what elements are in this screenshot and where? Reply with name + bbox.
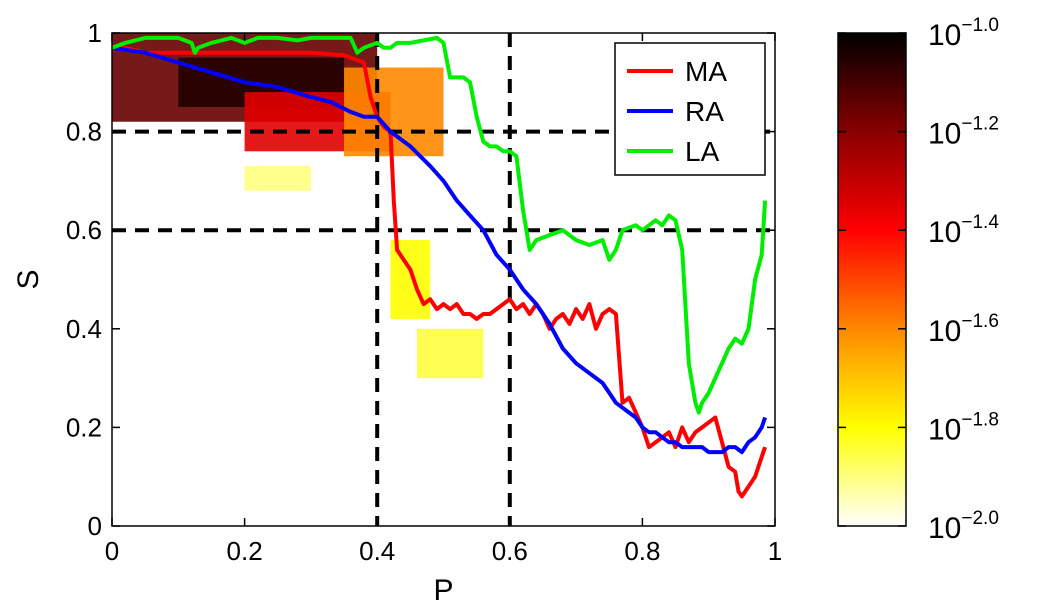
- x-tick-label: 0.4: [359, 536, 395, 566]
- x-tick-label: 0: [105, 536, 119, 566]
- heatmap-region-5: [416, 328, 484, 379]
- x-tick-label: 0.8: [624, 536, 660, 566]
- y-tick-label: 0: [88, 511, 102, 541]
- heatmap: [112, 33, 484, 379]
- x-axis-ticks: 0 0.2 0.4 0.6 0.8 1: [105, 33, 782, 566]
- x-tick-label: 0.6: [492, 536, 528, 566]
- y-axis-label: S: [12, 269, 45, 289]
- legend-label-ma: MA: [685, 56, 727, 87]
- colorbar-tick-label: 10−1.4: [928, 212, 999, 249]
- legend-label-la: LA: [685, 136, 720, 167]
- y-tick-label: 1: [88, 18, 102, 48]
- colorbar-tick-label: 10−1.6: [928, 311, 999, 348]
- series-lines: [112, 35, 768, 499]
- x-tick-label: 1: [768, 536, 782, 566]
- colorbar-strip: [837, 32, 907, 527]
- colorbar-tick-label: 10−1.8: [928, 409, 999, 446]
- legend-label-ra: RA: [685, 96, 724, 127]
- x-tick-label: 0.2: [227, 536, 263, 566]
- legend: MA RA LA: [614, 42, 766, 176]
- y-tick-label: 0.8: [66, 117, 102, 147]
- x-axis-label: P: [433, 574, 453, 607]
- plot-frame: [111, 32, 776, 527]
- y-tick-label: 0.6: [66, 215, 102, 245]
- heatmap-region-6: [244, 166, 311, 191]
- colorbar: 10−1.0 10−1.2 10−1.4 10−1.6 10−1.8 10−2.0: [837, 15, 999, 545]
- heatmap-region-3: [344, 67, 444, 157]
- y-tick-label: 0.4: [66, 314, 102, 344]
- y-axis-ticks: 0 0.2 0.4 0.6 0.8 1: [66, 18, 775, 541]
- colorbar-tick-label: 10−1.2: [928, 114, 999, 151]
- series-line-la: [112, 35, 768, 415]
- colorbar-tick-label: 10−2.0: [928, 508, 999, 545]
- series-line-ra: [112, 45, 767, 455]
- y-tick-label: 0.2: [66, 412, 102, 442]
- colorbar-tick-label: 10−1.0: [928, 15, 999, 52]
